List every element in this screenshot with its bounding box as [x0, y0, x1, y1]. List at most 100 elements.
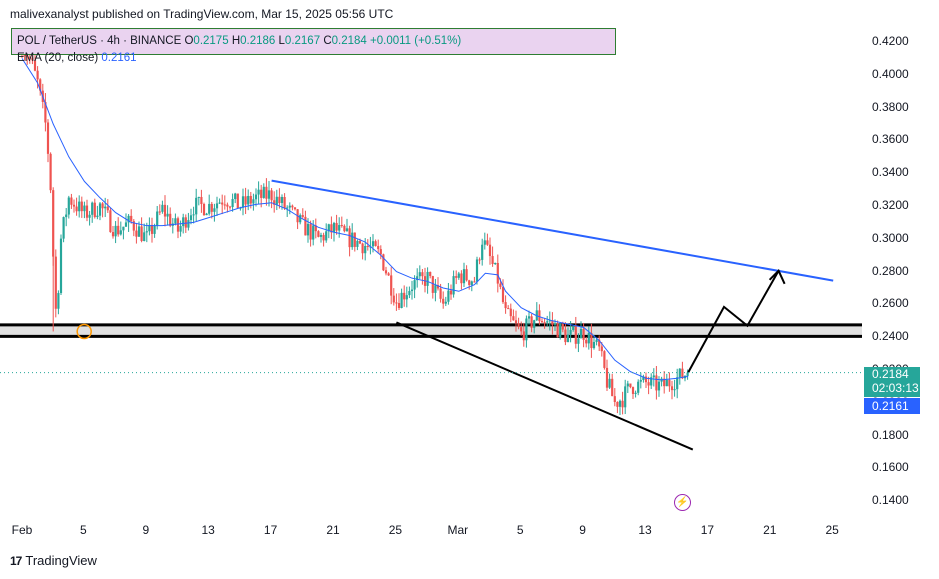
candle-body [291, 205, 294, 208]
legend-highlight-box [11, 28, 616, 55]
time-tick-label: 9 [579, 523, 586, 537]
open-label: O [184, 35, 194, 47]
price-tick-label: 0.1400 [872, 493, 909, 508]
candle-body [150, 224, 154, 234]
candle-body [478, 259, 481, 261]
candle-body [312, 225, 315, 240]
ema-legend[interactable]: EMA (20, close) 0.2161 [17, 52, 137, 64]
candle-body [551, 320, 554, 325]
candle-body [161, 204, 164, 212]
candle-body [626, 383, 629, 387]
candle-body [249, 195, 252, 204]
candle-body [179, 226, 182, 232]
candle-body [223, 204, 226, 206]
candle-body [322, 234, 325, 241]
candle-body [455, 276, 458, 278]
candle-body [28, 57, 31, 59]
candle-body [618, 400, 622, 407]
candle-body [535, 310, 538, 321]
candle-body [23, 55, 26, 57]
time-tick-label: 25 [388, 523, 403, 537]
candle-body [101, 203, 104, 209]
candle-body [288, 205, 291, 208]
candle-body [111, 232, 115, 237]
candle-body [621, 400, 624, 408]
ema-line-group [21, 58, 689, 381]
candle-body [556, 323, 559, 338]
projection-path [687, 270, 780, 374]
projection-arrowhead [768, 269, 786, 285]
close-label: C [323, 35, 332, 47]
candle-body [293, 207, 297, 210]
trendlines [271, 179, 834, 451]
candle-body [449, 290, 453, 295]
candle-body [665, 379, 668, 387]
candle-body [405, 295, 408, 300]
candle-body [639, 379, 642, 382]
candle-body [327, 224, 330, 232]
price-tick-label: 0.4200 [872, 34, 909, 48]
candle-body [673, 389, 676, 391]
projection-path-group [687, 269, 786, 374]
candle-body [616, 401, 619, 407]
candle-body [634, 392, 637, 394]
time-tick-label: Feb [11, 523, 33, 537]
candle-body [605, 367, 609, 388]
candle-body [254, 194, 258, 200]
candle-body [429, 271, 432, 277]
price-tick-label: 0.3200 [872, 198, 909, 212]
candle-body [587, 332, 590, 344]
candle-body [530, 316, 533, 328]
candle-body [156, 211, 159, 227]
time-tick-label: 9 [142, 523, 150, 537]
symbol-legend[interactable]: POL / TetherUS · 4h · BINANCE O0.2175 H0… [17, 35, 461, 47]
candle-body [603, 351, 606, 368]
candle-body [527, 316, 531, 319]
candle-body [278, 196, 281, 204]
candle-body [130, 215, 133, 222]
candle-body [384, 270, 388, 274]
candle-body [309, 223, 312, 240]
tradingview-logo[interactable]: 17 TradingView [10, 553, 97, 568]
candle-body [540, 321, 544, 323]
candle-body [598, 339, 601, 347]
candle-body [613, 396, 616, 402]
candle-body [96, 215, 99, 218]
last-price-value: 0.2184 [872, 367, 909, 381]
candle-body [366, 245, 369, 247]
candle-body [221, 202, 224, 205]
candle-body [283, 197, 286, 209]
candle-body [189, 215, 193, 221]
candle-body [267, 190, 271, 199]
candle-body [416, 276, 419, 281]
candle-body [215, 203, 219, 209]
candle-body [475, 259, 479, 282]
candle-body [413, 280, 416, 290]
candle-body [364, 245, 367, 254]
time-tick-label: 13 [638, 523, 652, 537]
candle-body [275, 196, 278, 205]
high-label: H [231, 35, 241, 47]
candle-body [447, 290, 450, 302]
candle-body [538, 310, 541, 322]
price-tick-label: 0.3800 [872, 99, 909, 114]
time-tick-label: 17 [700, 523, 715, 537]
candle-body [457, 273, 460, 278]
candle-body [676, 377, 679, 390]
candle-body [182, 217, 185, 227]
flash-icon[interactable]: ⚡ [674, 494, 691, 511]
trendline-lower [396, 321, 694, 451]
candle-body [577, 338, 580, 344]
candle-body [592, 341, 596, 349]
candle-body [67, 197, 70, 215]
bar-countdown: 02:03:13 [872, 381, 919, 395]
candle-body [431, 276, 434, 293]
candle-body [83, 205, 86, 212]
candle-body [564, 329, 567, 343]
candle-body [88, 214, 91, 218]
candle-body [553, 323, 557, 325]
chart-annotations [0, 323, 862, 374]
candle-body [582, 329, 585, 340]
candle-body [387, 273, 390, 276]
